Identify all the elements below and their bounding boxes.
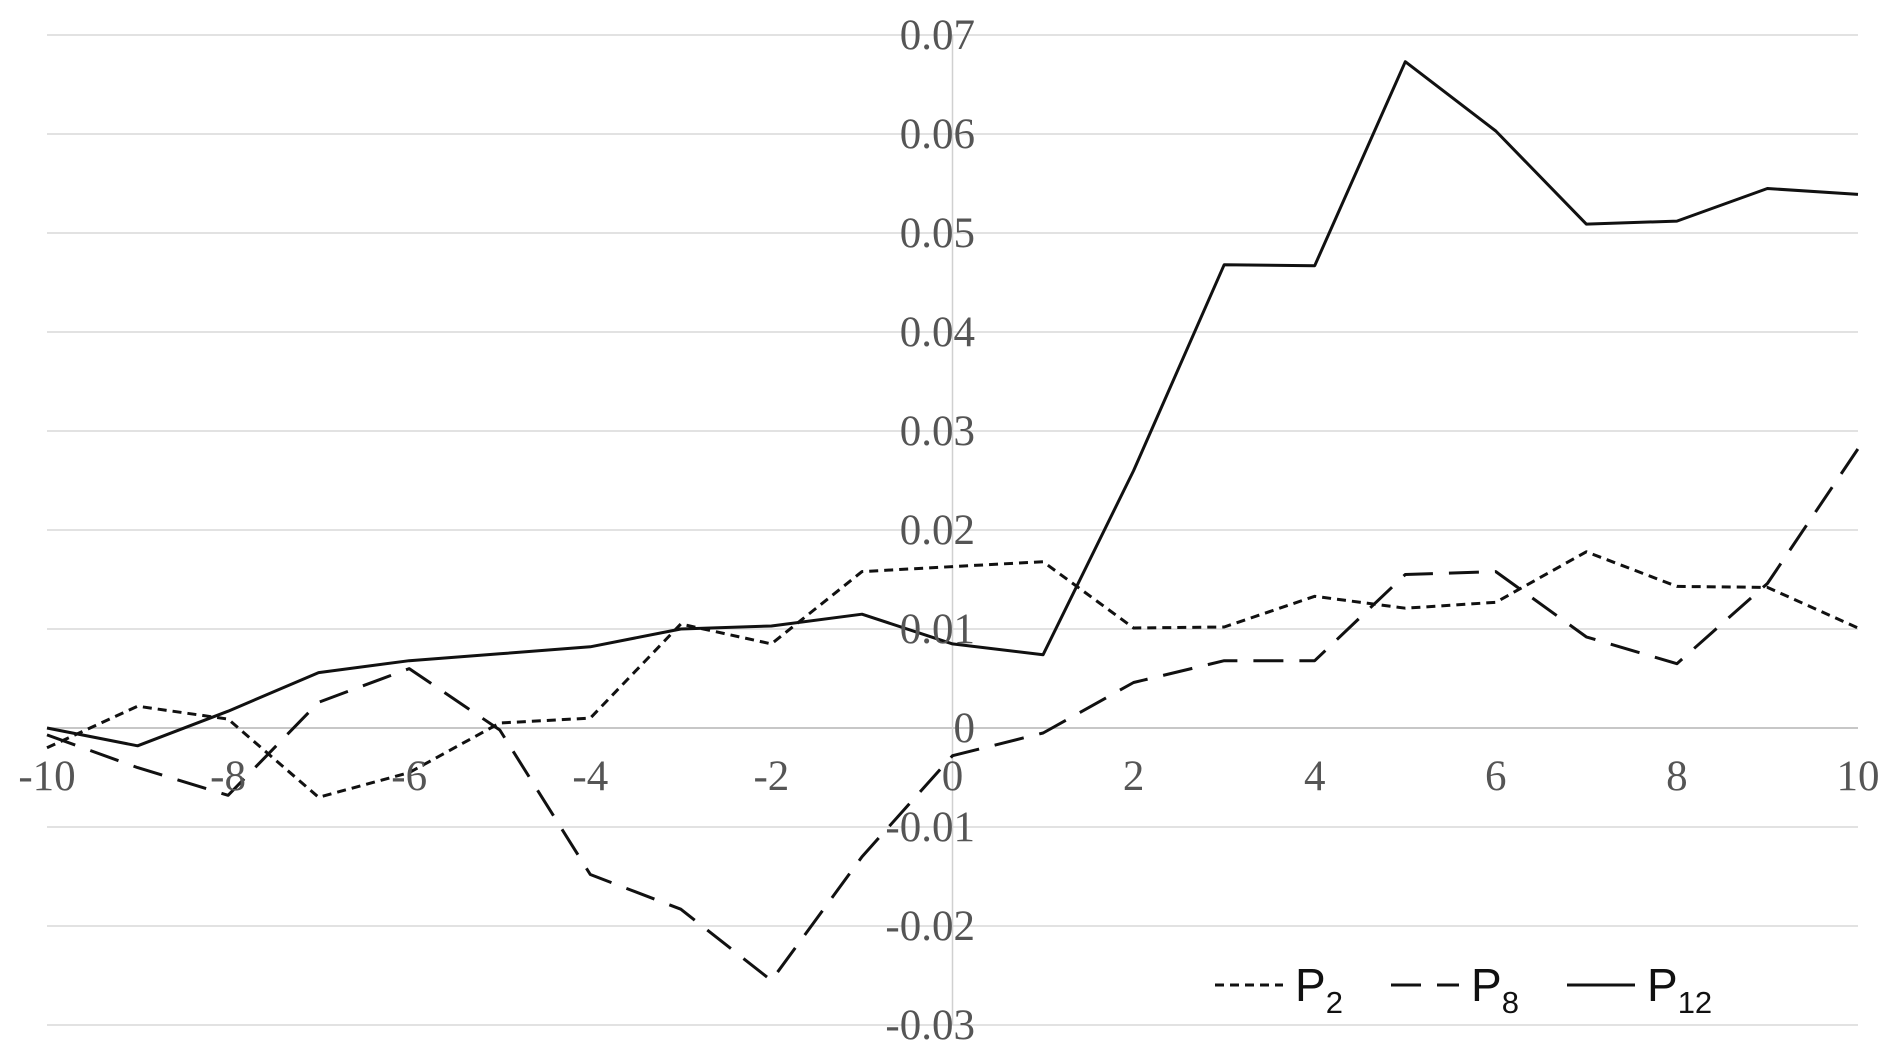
series-line-p12 xyxy=(46,60,1859,748)
x-tick-label: 6 xyxy=(1485,753,1507,800)
legend: P2 P8 P12 xyxy=(1215,959,1712,1020)
legend-series-subscript: 2 xyxy=(1326,985,1343,1020)
y-tick-label: 0.06 xyxy=(900,111,975,158)
legend-series-name: P xyxy=(1647,959,1678,1011)
y-tick-label: 0.01 xyxy=(900,606,975,653)
y-tick-label: -0.02 xyxy=(885,903,975,950)
x-tick-label: 8 xyxy=(1666,753,1688,800)
y-tick-label: 0.03 xyxy=(900,408,975,455)
legend-series-subscript: 12 xyxy=(1678,985,1712,1020)
x-tick-label: 10 xyxy=(1837,753,1880,800)
x-tick-label: 4 xyxy=(1304,753,1326,800)
x-tick-label: 0 xyxy=(942,753,964,800)
series-line-p2 xyxy=(46,550,1859,799)
y-tick-label: 0.02 xyxy=(900,507,975,554)
x-tick-label: -8 xyxy=(210,753,246,800)
legend-label-p12: P12 xyxy=(1647,959,1712,1020)
legend-series-name: P xyxy=(1295,959,1326,1011)
y-tick-label: 0 xyxy=(954,705,976,752)
series-lines xyxy=(46,60,1860,982)
y-tick-label: 0.07 xyxy=(900,12,975,59)
legend-label-p8: P8 xyxy=(1471,959,1519,1020)
y-tick-label: 0.05 xyxy=(900,210,975,257)
legend-series-name: P xyxy=(1471,959,1502,1011)
x-tick-label: -2 xyxy=(753,753,789,800)
tick-labels: -0.03-0.02-0.0100.010.020.030.040.050.06… xyxy=(18,12,1879,1049)
series-line-p8 xyxy=(46,447,1860,982)
x-tick-label: 2 xyxy=(1123,753,1145,800)
x-tick-label: -6 xyxy=(391,753,427,800)
x-tick-label: -10 xyxy=(18,753,75,800)
legend-series-subscript: 8 xyxy=(1502,985,1519,1020)
y-tick-label: 0.04 xyxy=(900,309,975,356)
y-tick-label: -0.01 xyxy=(885,804,975,851)
legend-label-p2: P2 xyxy=(1295,959,1343,1020)
x-tick-label: -4 xyxy=(572,753,608,800)
y-tick-label: -0.03 xyxy=(885,1002,975,1049)
axes xyxy=(47,35,1858,1025)
